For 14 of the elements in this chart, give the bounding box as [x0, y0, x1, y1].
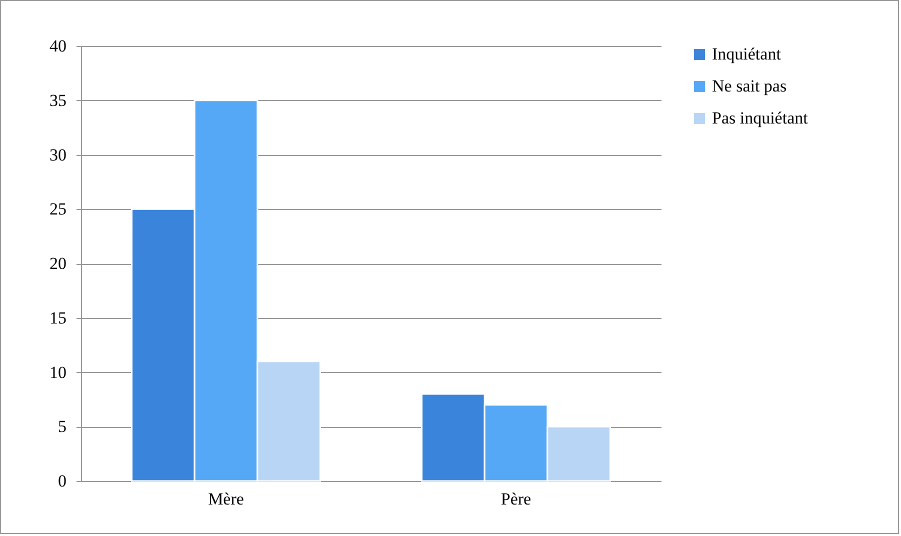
legend-label: Ne sait pas: [712, 76, 787, 96]
x-tick-label: Père: [500, 490, 532, 508]
y-tick-label: 30: [50, 145, 66, 164]
y-tick-label: 40: [50, 36, 66, 56]
legend-label: Pas inquiétant: [712, 108, 808, 128]
y-tick-label: 20: [50, 254, 66, 273]
y-tick-label: 10: [50, 362, 66, 382]
y-tick-label: 5: [58, 417, 66, 436]
y-tick-label: 0: [58, 472, 66, 490]
x-tick-label: Mère: [208, 490, 244, 508]
y-tick-label: 35: [50, 90, 66, 110]
y-tick-label: 25: [50, 200, 66, 219]
legend-label: Inquiétant: [712, 44, 782, 64]
y-tick-label: 15: [50, 308, 66, 328]
